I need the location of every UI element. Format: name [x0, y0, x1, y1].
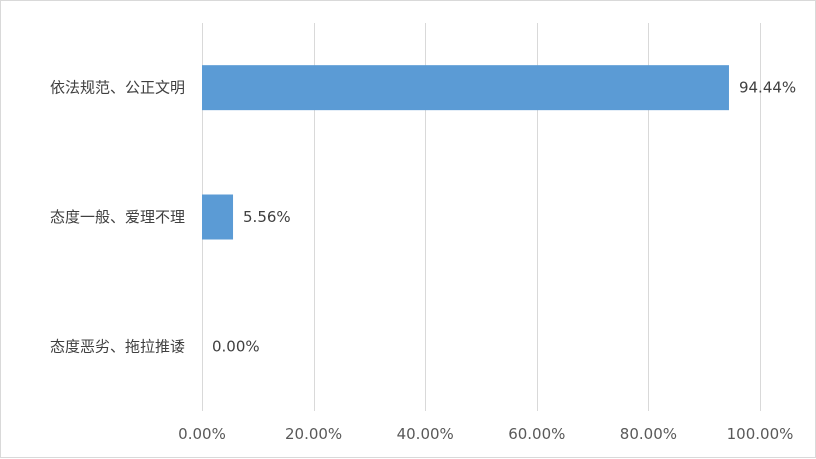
data-labels: 94.44% 5.56% 0.00%	[212, 79, 796, 356]
bars	[202, 65, 729, 240]
x-tick-label-5: 100.00%	[727, 425, 794, 443]
category-label-2: 态度恶劣、拖拉推诿	[50, 337, 185, 355]
bar-0	[202, 65, 729, 111]
x-tick-label-0: 0.00%	[178, 425, 226, 443]
bar-1	[202, 194, 234, 240]
data-label-2: 0.00%	[212, 337, 260, 355]
x-tick-label-4: 80.00%	[620, 425, 677, 443]
data-label-1: 5.56%	[243, 208, 291, 226]
category-label-1: 态度一般、爱理不理	[50, 208, 185, 226]
x-tick-label-3: 60.00%	[508, 425, 565, 443]
x-axis-tick-labels: 0.00% 20.00% 40.00% 60.00% 80.00% 100.00%	[178, 425, 793, 443]
x-tick-label-2: 40.00%	[397, 425, 454, 443]
category-label-0: 依法规范、公正文明	[50, 79, 185, 97]
x-tick-label-1: 20.00%	[285, 425, 342, 443]
data-label-0: 94.44%	[739, 79, 796, 97]
